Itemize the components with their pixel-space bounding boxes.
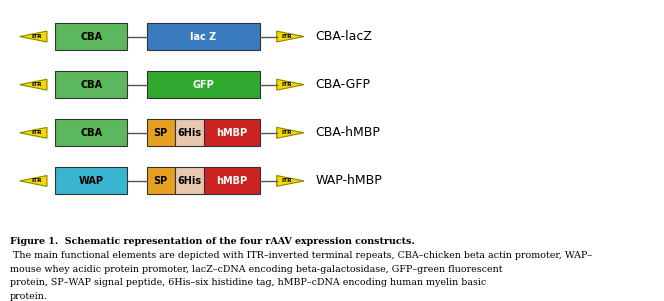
Bar <box>204 119 260 146</box>
Text: GFP: GFP <box>193 80 214 90</box>
Polygon shape <box>277 175 304 186</box>
Text: ITR: ITR <box>31 34 42 39</box>
Polygon shape <box>20 31 47 42</box>
Polygon shape <box>277 127 304 138</box>
Text: WAP-hMBP: WAP-hMBP <box>316 175 382 188</box>
Text: ITR: ITR <box>31 178 42 183</box>
Text: CBA-lacZ: CBA-lacZ <box>316 30 373 43</box>
Polygon shape <box>20 127 47 138</box>
Text: ITR: ITR <box>282 130 292 135</box>
Text: CBA-GFP: CBA-GFP <box>316 78 371 91</box>
Text: SP: SP <box>154 176 168 186</box>
Polygon shape <box>277 79 304 90</box>
Text: hMBP: hMBP <box>216 128 248 138</box>
Bar <box>56 167 127 194</box>
Text: ITR: ITR <box>282 82 292 87</box>
Text: ITR: ITR <box>31 130 42 135</box>
Text: protein, SP–WAP signal peptide, 6His–six histidine tag, hMBP–cDNA encoding human: protein, SP–WAP signal peptide, 6His–six… <box>10 278 486 287</box>
Text: SP: SP <box>154 128 168 138</box>
Bar <box>175 119 204 146</box>
Text: protein.: protein. <box>10 292 48 301</box>
Bar <box>147 23 260 50</box>
Text: ITR: ITR <box>31 82 42 87</box>
Bar <box>175 167 204 194</box>
Text: hMBP: hMBP <box>216 176 248 186</box>
Bar <box>56 71 127 98</box>
Bar <box>147 119 175 146</box>
Text: 6His: 6His <box>177 128 202 138</box>
Text: CBA: CBA <box>80 80 102 90</box>
Polygon shape <box>20 79 47 90</box>
Text: mouse whey acidic protein promoter, lacZ–cDNA encoding beta-galactosidase, GFP–g: mouse whey acidic protein promoter, lacZ… <box>10 265 503 274</box>
Bar <box>56 119 127 146</box>
Text: ITR: ITR <box>282 34 292 39</box>
Bar <box>147 167 175 194</box>
Polygon shape <box>20 175 47 186</box>
Text: Figure 1.  Schematic representation of the four rAAV expression constructs.: Figure 1. Schematic representation of th… <box>10 237 415 246</box>
Bar <box>147 71 260 98</box>
Bar <box>56 23 127 50</box>
Text: lac Z: lac Z <box>191 32 216 42</box>
Bar <box>204 167 260 194</box>
Text: The main functional elements are depicted with ITR–inverted terminal repeats, CB: The main functional elements are depicte… <box>10 251 592 260</box>
Text: CBA: CBA <box>80 128 102 138</box>
Polygon shape <box>277 31 304 42</box>
Text: WAP: WAP <box>79 176 104 186</box>
Text: 6His: 6His <box>177 176 202 186</box>
Text: ITR: ITR <box>282 178 292 183</box>
Text: CBA: CBA <box>80 32 102 42</box>
Text: CBA-hMBP: CBA-hMBP <box>316 126 380 139</box>
